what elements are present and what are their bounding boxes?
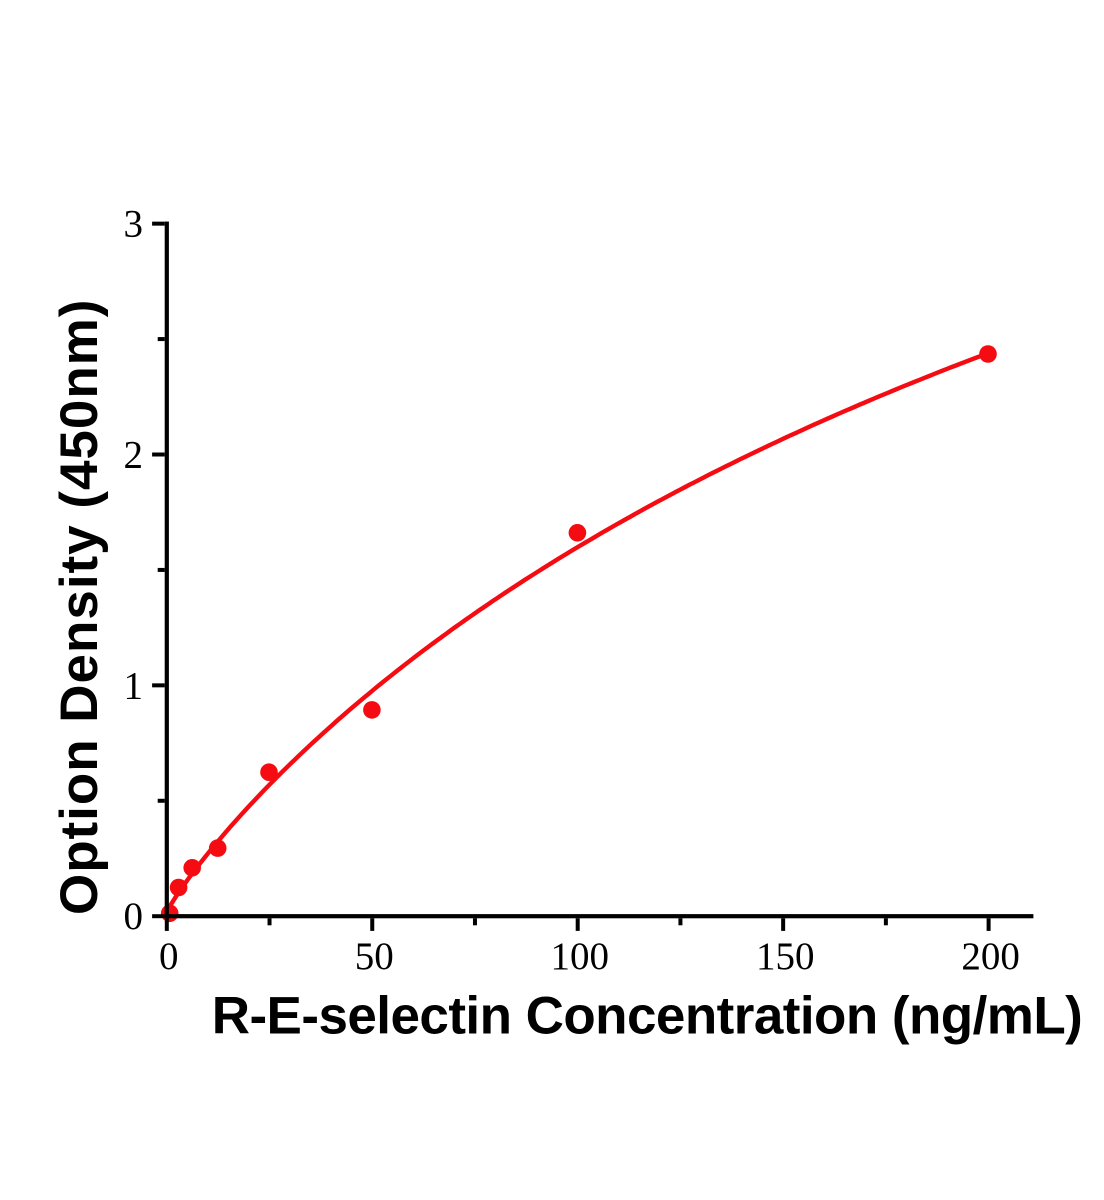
svg-text:Option Density (450nm): Option Density (450nm) <box>50 299 109 915</box>
svg-text:0: 0 <box>124 895 144 938</box>
svg-text:3: 3 <box>124 203 144 246</box>
svg-text:100: 100 <box>550 935 609 978</box>
svg-text:50: 50 <box>355 935 394 978</box>
svg-text:2: 2 <box>124 434 144 477</box>
svg-text:200: 200 <box>961 935 1020 978</box>
svg-text:0: 0 <box>159 935 179 978</box>
svg-text:R-E-selectin Concentration (ng: R-E-selectin Concentration (ng/mL) <box>212 987 1083 1046</box>
svg-text:150: 150 <box>756 935 815 978</box>
svg-text:1: 1 <box>124 664 144 707</box>
